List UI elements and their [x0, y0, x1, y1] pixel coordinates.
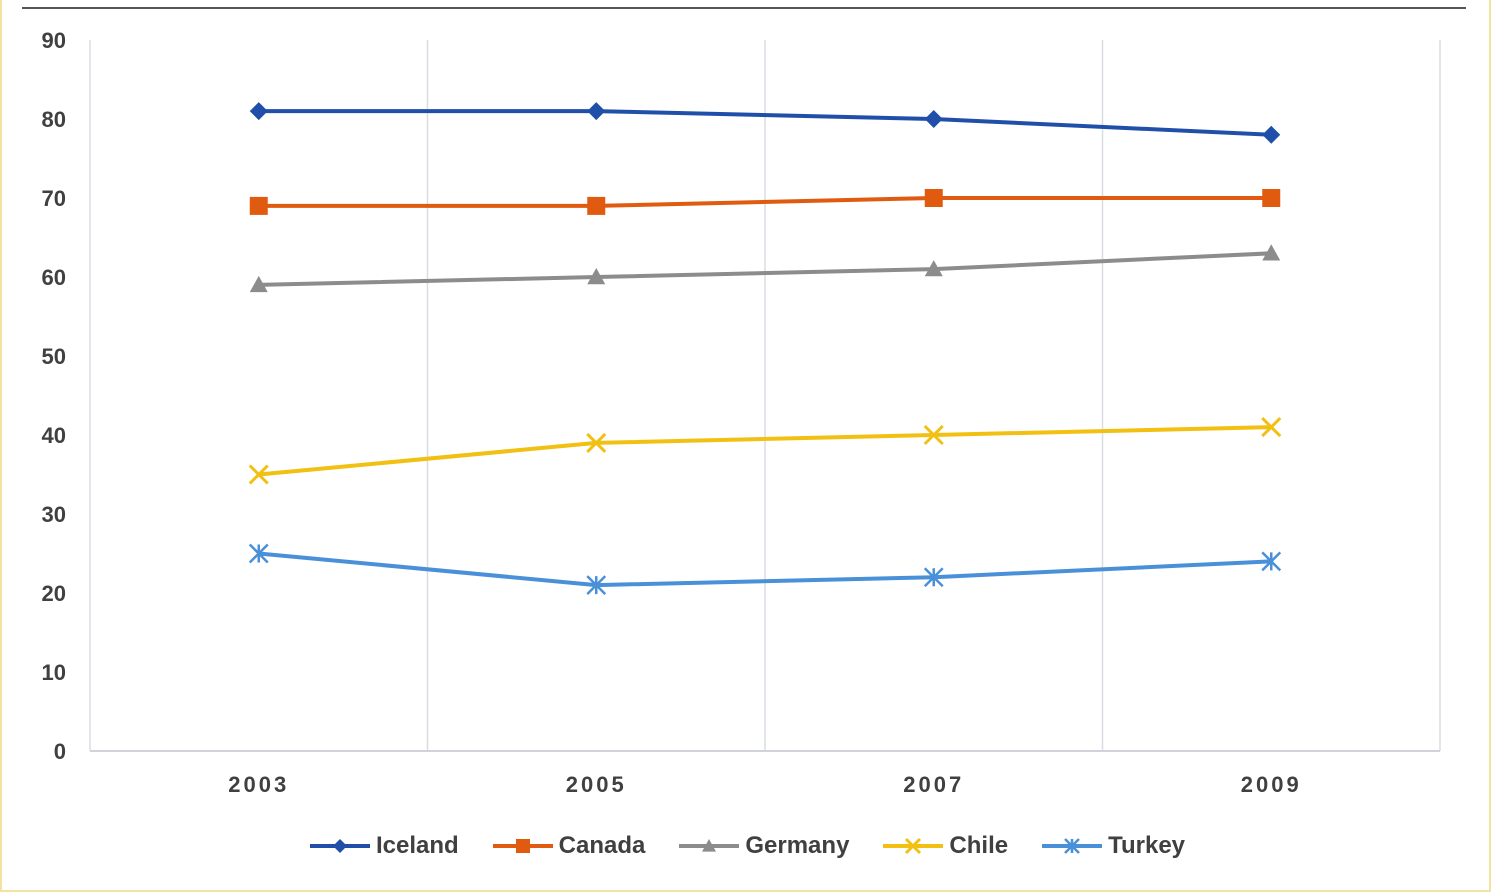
- legend-marker-germany: [702, 839, 717, 852]
- legend-swatch-chile: [883, 837, 944, 855]
- data-point-chile: [1261, 417, 1282, 438]
- y-tick-label: 60: [42, 265, 66, 290]
- legend-swatch-canada: [492, 839, 553, 853]
- legend-label-iceland: Iceland: [375, 832, 459, 859]
- legend-swatch-turkey: [1042, 838, 1103, 854]
- x-tick-label: 2005: [566, 772, 627, 797]
- series-line-canada: [258, 196, 1272, 208]
- data-point-iceland: [249, 102, 268, 121]
- legend-item-chile: Chile: [881, 832, 1008, 860]
- data-point-turkey: [248, 543, 269, 564]
- legend-marker-chile: [905, 837, 922, 855]
- legend-marker-canada: [515, 839, 530, 853]
- data-point-canada: [587, 196, 606, 215]
- y-axis-ticks: 0 10 20 30 40 50 60 70 80 90: [42, 28, 66, 764]
- legend-label-canada: Canada: [558, 832, 646, 859]
- legend-item-iceland: Iceland: [308, 832, 459, 860]
- series-line-germany: [258, 251, 1272, 287]
- y-tick-label: 20: [42, 581, 66, 606]
- grid: [89, 40, 1441, 751]
- series-chile: [248, 417, 1282, 485]
- series-line-chile: [258, 425, 1272, 477]
- x-tick-label: 2003: [228, 772, 289, 797]
- legend-label-turkey: Turkey: [1108, 832, 1186, 859]
- data-point-germany: [924, 260, 943, 277]
- data-point-iceland: [587, 102, 606, 121]
- data-point-germany: [249, 275, 268, 293]
- data-point-turkey: [923, 567, 944, 588]
- series-canada: [249, 189, 1281, 215]
- legend-marker-turkey: [1064, 838, 1080, 854]
- x-tick-label: 2009: [1241, 772, 1302, 797]
- y-tick-label: 10: [42, 660, 66, 685]
- data-point-chile: [923, 424, 944, 446]
- data-point-canada: [249, 196, 268, 215]
- legend-item-canada: Canada: [491, 832, 646, 860]
- y-tick-label: 70: [42, 186, 66, 211]
- legend-label-germany: Germany: [745, 832, 850, 859]
- x-axis-ticks: 2003 2005 2007 2009: [228, 772, 1302, 797]
- series-turkey: [248, 543, 1282, 595]
- y-tick-label: 0: [54, 739, 66, 764]
- y-tick-label: 30: [42, 502, 66, 527]
- data-point-canada: [924, 189, 943, 207]
- data-point-iceland: [1262, 125, 1281, 144]
- legend-swatch-germany: [679, 839, 740, 852]
- data-point-canada: [1262, 189, 1281, 207]
- legend: Iceland Canada Germany Chile Turkey: [0, 826, 1493, 866]
- y-tick-label: 90: [42, 28, 66, 53]
- legend-marker-iceland: [332, 839, 347, 853]
- x-tick-label: 2007: [903, 772, 964, 797]
- data-point-chile: [586, 432, 607, 453]
- data-point-chile: [248, 464, 269, 485]
- series-germany: [249, 244, 1281, 293]
- legend-item-germany: Germany: [677, 832, 849, 860]
- series-line-iceland: [258, 109, 1272, 137]
- legend-label-chile: Chile: [949, 832, 1009, 859]
- top-rule: [22, 7, 1466, 9]
- y-tick-label: 50: [42, 344, 66, 369]
- data-point-iceland: [924, 110, 943, 128]
- data-point-turkey: [1261, 551, 1282, 572]
- legend-swatch-iceland: [309, 839, 370, 853]
- y-tick-label: 80: [42, 107, 66, 132]
- series-line-turkey: [258, 551, 1272, 588]
- data-point-turkey: [586, 575, 607, 595]
- data-point-germany: [1262, 244, 1281, 261]
- data-point-germany: [587, 268, 606, 285]
- series-iceland: [249, 102, 1281, 144]
- y-tick-label: 40: [42, 423, 66, 448]
- series-group: [248, 102, 1282, 595]
- legend-item-turkey: Turkey: [1040, 832, 1185, 860]
- line-chart: 0 10 20 30 40 50 60 70 80 90 2003 2005 2007 2009: [42, 28, 1441, 797]
